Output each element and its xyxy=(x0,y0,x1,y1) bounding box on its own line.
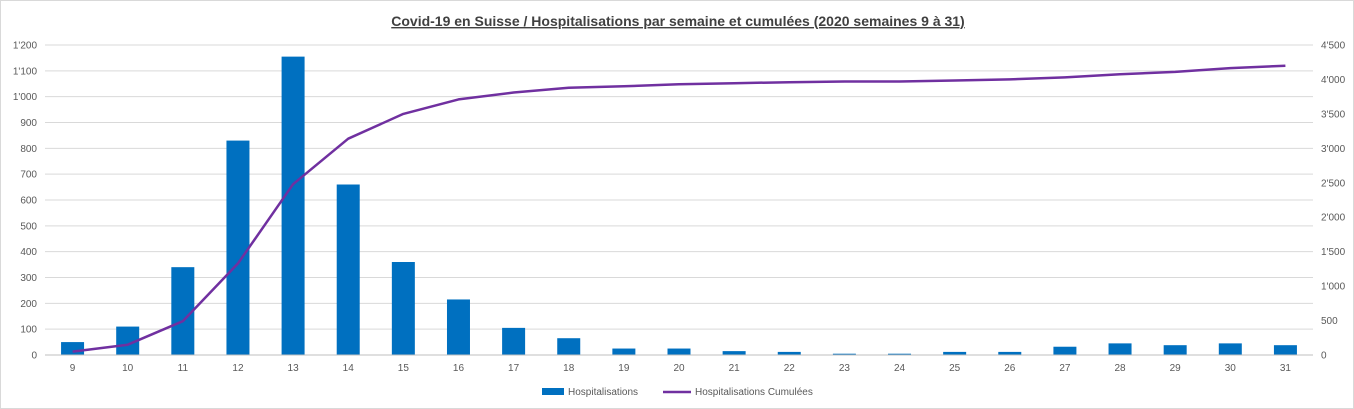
y-right-tick-label: 4'000 xyxy=(1321,75,1346,86)
y-right-tick-label: 2'000 xyxy=(1321,213,1346,224)
x-tick-label: 17 xyxy=(508,363,520,374)
x-tick-label: 22 xyxy=(784,363,796,374)
x-tick-label: 11 xyxy=(178,363,189,374)
x-tick-label: 14 xyxy=(343,363,355,374)
y-left-tick-label: 800 xyxy=(20,144,37,155)
y-right-tick-label: 3'500 xyxy=(1321,109,1346,120)
x-tick-label: 28 xyxy=(1114,363,1126,374)
bar xyxy=(226,140,250,355)
y-right-tick-label: 2'500 xyxy=(1321,178,1346,189)
bar xyxy=(502,327,526,355)
bar xyxy=(667,348,691,355)
y-left-tick-label: 1'000 xyxy=(13,92,38,103)
y-right-tick-label: 4'500 xyxy=(1321,41,1346,52)
x-tick-label: 27 xyxy=(1059,363,1071,374)
x-tick-label: 20 xyxy=(673,363,685,374)
legend-swatch-bar xyxy=(542,388,564,395)
y-right-tick-label: 0 xyxy=(1321,351,1327,362)
y-left-tick-label: 600 xyxy=(20,196,37,207)
x-tick-label: 29 xyxy=(1170,363,1182,374)
legend: Hospitalisations Hospitalisations Cumulée… xyxy=(542,387,813,398)
x-tick-label: 25 xyxy=(949,363,961,374)
bar xyxy=(116,326,140,355)
y-right-tick-label: 3'000 xyxy=(1321,144,1346,155)
bar xyxy=(391,262,415,355)
x-tick-label: 21 xyxy=(729,363,741,374)
bar xyxy=(1163,345,1187,355)
bar xyxy=(446,299,470,355)
x-tick-label: 16 xyxy=(453,363,465,374)
bar xyxy=(1053,346,1077,355)
gridlines xyxy=(45,44,1313,356)
x-tick-label: 12 xyxy=(232,363,244,374)
y-left-tick-label: 500 xyxy=(20,221,37,232)
x-tick-label: 24 xyxy=(894,363,906,374)
bar xyxy=(1218,343,1242,355)
x-tick-label: 19 xyxy=(618,363,630,374)
bar xyxy=(336,184,360,355)
y-left-tick-label: 300 xyxy=(20,273,37,284)
x-tick-label: 9 xyxy=(70,363,76,374)
y-left-tick-label: 400 xyxy=(20,247,37,258)
y-left-tick-label: 100 xyxy=(20,325,37,336)
y-right-tick-label: 1'000 xyxy=(1321,282,1346,293)
y-left-tick-label: 900 xyxy=(20,118,37,129)
chart-title: Covid-19 en Suisse / Hospitalisations pa… xyxy=(391,13,964,29)
bar xyxy=(281,56,305,355)
x-tick-label: 15 xyxy=(398,363,410,374)
bar-series xyxy=(61,56,1297,355)
bar xyxy=(61,342,85,355)
y-left-tick-label: 0 xyxy=(31,351,37,362)
bar xyxy=(998,351,1022,355)
bar xyxy=(943,351,967,355)
x-tick-label: 18 xyxy=(563,363,575,374)
bar xyxy=(557,338,581,355)
x-tick-label: 30 xyxy=(1225,363,1237,374)
bar xyxy=(832,353,856,355)
x-tick-label: 10 xyxy=(122,363,134,374)
y-left-tick-label: 1'100 xyxy=(13,66,38,77)
legend-label: Hospitalisations Cumulées xyxy=(695,387,813,398)
bar xyxy=(777,351,801,355)
bar xyxy=(722,351,746,355)
x-tick-label: 23 xyxy=(839,363,851,374)
axes: 01002003004005006007008009001'0001'1001'… xyxy=(13,41,1346,375)
bar xyxy=(888,353,912,355)
y-right-tick-label: 500 xyxy=(1321,316,1338,327)
bar xyxy=(1273,345,1297,355)
y-right-tick-label: 1'500 xyxy=(1321,247,1346,258)
cumulative-line xyxy=(72,64,1286,353)
y-left-tick-label: 200 xyxy=(20,299,37,310)
bar xyxy=(1108,343,1132,355)
bar xyxy=(171,267,195,355)
line-series xyxy=(72,64,1286,353)
x-tick-label: 31 xyxy=(1280,363,1292,374)
y-left-tick-label: 1'200 xyxy=(13,41,38,52)
x-tick-label: 13 xyxy=(288,363,300,374)
y-left-tick-label: 700 xyxy=(20,170,37,181)
legend-label: Hospitalisations xyxy=(568,387,638,398)
bar xyxy=(612,348,636,355)
x-tick-label: 26 xyxy=(1004,363,1016,374)
